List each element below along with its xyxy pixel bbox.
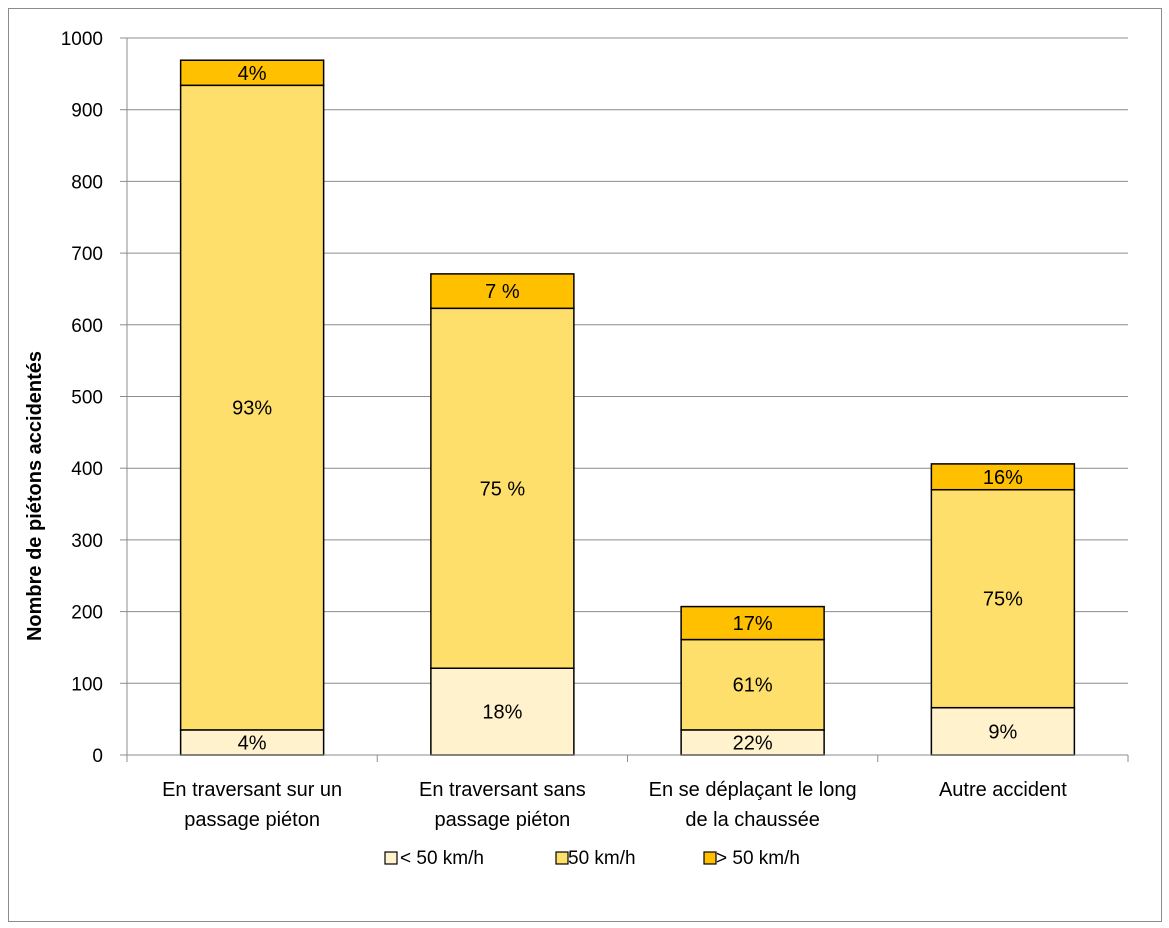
- bar-segment: [430, 307, 575, 669]
- y-tick-label: 700: [71, 244, 103, 265]
- y-tick-label: 0: [92, 746, 103, 767]
- y-tick-label: 200: [71, 603, 103, 624]
- y-tick-label: 600: [71, 316, 103, 337]
- bar-segment: [930, 463, 1076, 491]
- data-label: 75 %: [480, 478, 526, 500]
- data-label: 22%: [733, 732, 773, 754]
- legend-swatch: [703, 851, 717, 865]
- data-label: 18%: [482, 702, 522, 724]
- legend: < 50 km/h 50 km/h > 50 km/h: [384, 848, 800, 869]
- category-label: En traversant sans: [419, 779, 586, 801]
- y-tick-label: 400: [71, 459, 103, 480]
- data-label: 4%: [238, 732, 267, 754]
- bar-segment: [680, 605, 825, 641]
- data-label: 4%: [238, 63, 267, 85]
- y-tick-label: 800: [71, 172, 103, 193]
- category-label: de la chaussée: [685, 809, 820, 831]
- data-labels: 4% 93% 4% 18% 75 % 7 % 22% 61% 17% 9% 75% 16%: [232, 63, 1023, 755]
- bar-segment: [430, 273, 575, 310]
- data-label: 61%: [733, 675, 773, 697]
- y-tick-label: 300: [71, 531, 103, 552]
- bar-segment: [179, 84, 325, 731]
- y-tick-labels: 0 100 200 300 400 500 600 700 800 900 1000: [61, 29, 103, 767]
- bar-segment: [430, 667, 575, 756]
- legend-swatch: [555, 851, 569, 865]
- y-tick-label: 500: [71, 388, 103, 409]
- legend-swatch: [384, 851, 398, 865]
- y-tick-label: 1000: [61, 29, 103, 50]
- bar-segment: [680, 638, 825, 731]
- data-label: 93%: [232, 398, 272, 420]
- x-category-labels: En traversant sur un passage piéton En tra…: [162, 779, 1067, 831]
- data-label: 7 %: [485, 281, 520, 303]
- category-label: En se déplaçant le long: [649, 779, 857, 801]
- axes: [120, 37, 1129, 762]
- y-axis-title: Nombre de piétons accidentés: [24, 351, 46, 641]
- data-label: 16%: [983, 467, 1023, 489]
- category-label: En traversant sur un: [162, 779, 342, 801]
- legend-label: < 50 km/h: [400, 848, 484, 869]
- bar-segment: [930, 488, 1076, 709]
- legend-label: > 50 km/h: [716, 848, 800, 869]
- bars: [179, 59, 1076, 756]
- y-tick-label: 100: [71, 674, 103, 695]
- legend-label: 50 km/h: [568, 848, 636, 869]
- data-label: 75%: [983, 589, 1023, 611]
- category-label: passage piéton: [435, 809, 571, 831]
- data-label: 9%: [988, 721, 1017, 743]
- y-tick-label: 900: [71, 101, 103, 122]
- category-label: Autre accident: [939, 779, 1067, 801]
- category-label: passage piéton: [184, 809, 320, 831]
- bar-segment: [179, 59, 325, 87]
- data-label: 17%: [733, 613, 773, 635]
